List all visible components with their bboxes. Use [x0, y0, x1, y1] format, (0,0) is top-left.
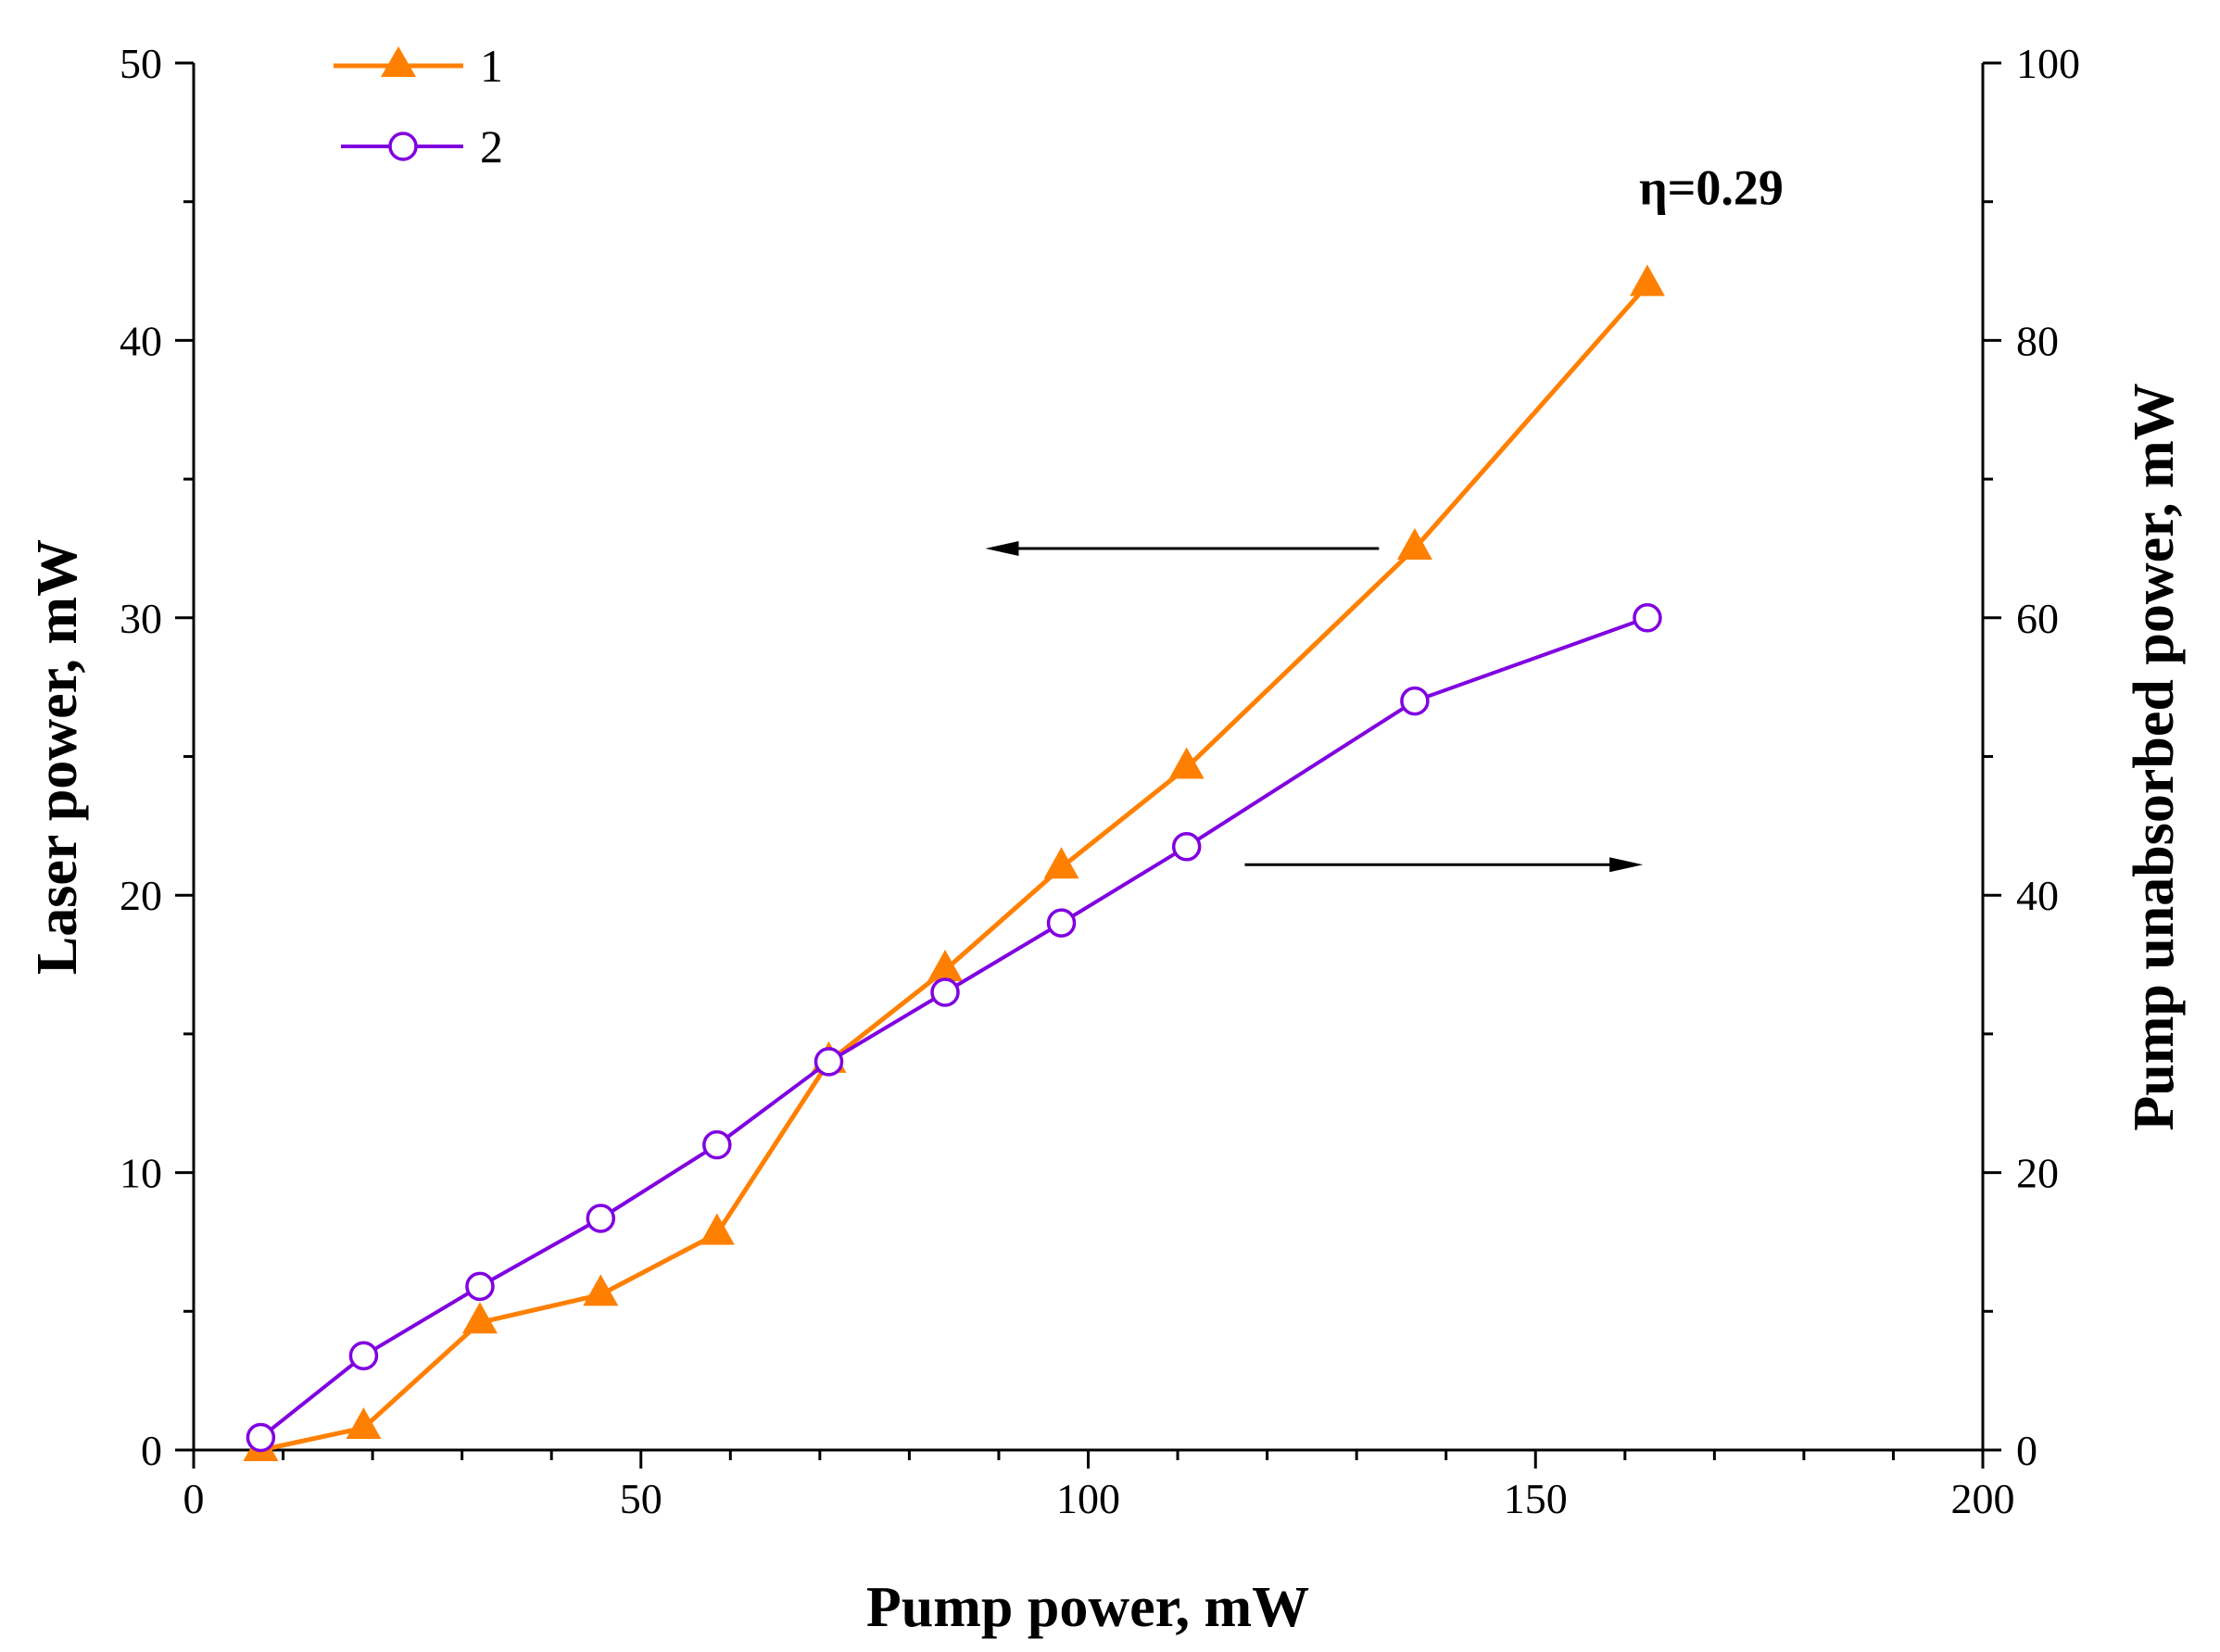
right-y-tick-label: 0 — [2016, 1427, 2037, 1474]
right-y-axis-title: Pump unabsorbed power, mW — [2123, 383, 2186, 1130]
series-1-point — [1043, 847, 1079, 879]
axis-indicator-arrows — [985, 540, 1644, 873]
left-y-tick-label: 20 — [120, 872, 162, 919]
series-2-point — [1046, 908, 1077, 938]
series-1-point — [583, 1274, 619, 1306]
series-1-point — [1396, 527, 1432, 560]
x-tick-label: 100 — [1056, 1475, 1120, 1522]
legend-marker-1 — [381, 46, 416, 77]
series-1-point — [461, 1302, 498, 1334]
legend-marker-2 — [388, 132, 418, 161]
series-2-point — [465, 1271, 495, 1302]
series-2-point — [814, 1047, 844, 1077]
legend: 1 2 — [334, 40, 503, 172]
x-tick-label: 0 — [183, 1475, 205, 1522]
series-2 — [246, 603, 1662, 1453]
right-y-tick-label: 20 — [2016, 1150, 2059, 1197]
series-2-point — [1633, 603, 1662, 633]
right-y-tick-label: 100 — [2016, 40, 2080, 87]
series-2-point — [702, 1129, 732, 1160]
left-y-tick-label: 30 — [120, 595, 162, 642]
series-1-line — [259, 283, 1649, 1453]
arrow-right-head — [1609, 857, 1644, 873]
series-2-point — [348, 1341, 379, 1370]
series-1 — [243, 264, 1665, 1461]
x-axis-title: Pump power, mW — [866, 1576, 1309, 1639]
left-y-tick-label: 0 — [141, 1427, 162, 1474]
legend-entry-1: 1 — [334, 40, 503, 92]
series-2-point — [930, 977, 960, 1007]
series-1-point — [1629, 264, 1665, 296]
right-y-tick-label: 40 — [2016, 872, 2059, 919]
series-1-point — [1168, 747, 1205, 779]
plot-area — [192, 63, 1985, 1452]
legend-label-2: 2 — [480, 120, 503, 172]
left-y-tick-label: 10 — [120, 1150, 162, 1197]
x-tick-label: 50 — [620, 1475, 662, 1522]
series-2-point — [1400, 686, 1430, 716]
left-y-tick-label: 50 — [120, 40, 162, 87]
legend-entry-2: 2 — [341, 120, 503, 172]
x-tick-label: 200 — [1951, 1475, 2015, 1522]
series-1-point — [927, 950, 964, 982]
series-2-point — [1171, 832, 1202, 862]
left-y-tick-label: 40 — [120, 317, 162, 364]
right-y-tick-label: 60 — [2016, 595, 2059, 642]
series-1-point — [699, 1213, 735, 1245]
efficiency-annotation: η=0.29 — [1639, 160, 1784, 216]
arrow-left-head — [985, 540, 1019, 556]
legend-label-1: 1 — [480, 40, 503, 92]
series-2-point — [246, 1422, 276, 1453]
series-2-point — [586, 1204, 616, 1233]
right-y-tick-label: 80 — [2016, 317, 2059, 364]
series-1-point — [346, 1407, 382, 1440]
series-2-line — [259, 615, 1648, 1440]
series-group — [243, 264, 1665, 1461]
left-y-axis-title: Laser power, mW — [26, 539, 89, 975]
axis-ticks — [175, 61, 2001, 1469]
x-tick-label: 150 — [1504, 1475, 1568, 1522]
